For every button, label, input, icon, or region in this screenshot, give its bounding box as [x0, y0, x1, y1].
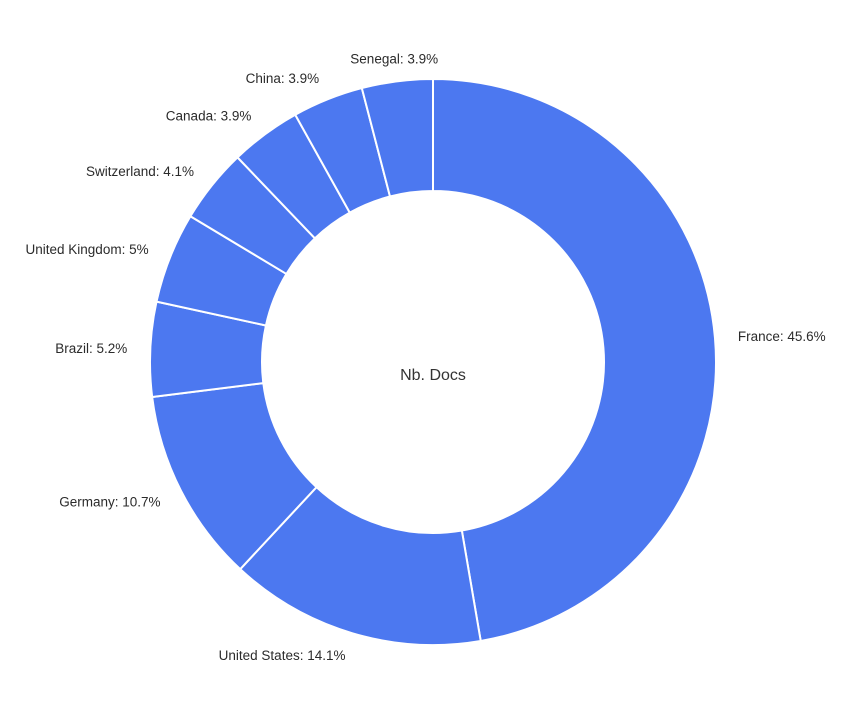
labels-group: France: 45.6% United States: 14.1% Germany…: [26, 51, 826, 663]
slice-label-switzerland: Switzerland: 4.1%: [86, 164, 194, 179]
slice-label-germany: Germany: 10.7%: [59, 494, 160, 509]
slice-label-senegal: Senegal: 3.9%: [350, 51, 438, 66]
slice-label-united-kingdom: United Kingdom: 5%: [26, 242, 149, 257]
slice-label-france: France: 45.6%: [738, 329, 826, 344]
slice-label-canada: Canada: 3.9%: [166, 109, 252, 124]
slices-group: [149, 77, 717, 646]
slice-label-brazil: Brazil: 5.2%: [55, 341, 127, 356]
center-label: Nb. Docs: [400, 367, 466, 384]
slice-senegal[interactable]: [360, 77, 434, 198]
slice-label-china: China: 3.9%: [246, 71, 320, 86]
slice-france[interactable]: [432, 77, 717, 643]
slice-label-united-states: United States: 14.1%: [219, 648, 346, 663]
